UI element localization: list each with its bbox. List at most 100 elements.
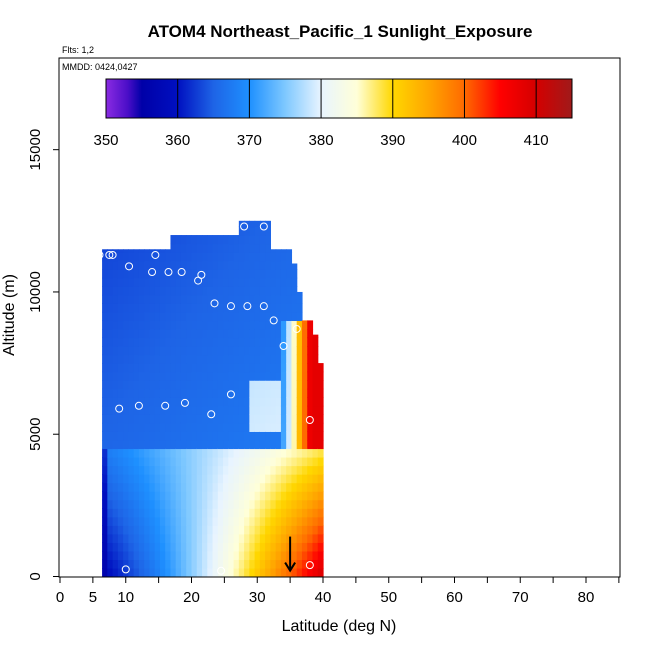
heatmap-cell (133, 320, 140, 330)
heatmap-cell (212, 525, 219, 535)
heatmap-cell (296, 337, 303, 347)
heatmap-cell (233, 303, 240, 313)
heatmap-cell (186, 448, 193, 458)
heatmap-cell (175, 550, 182, 561)
heatmap-cell (212, 235, 219, 245)
heatmap-cell (275, 465, 282, 475)
heatmap-cell (180, 286, 187, 296)
heatmap-cell (312, 567, 319, 577)
heatmap-cell (112, 482, 119, 492)
heatmap-cell (133, 397, 140, 407)
heatmap-cell (149, 491, 156, 501)
heatmap-cell (312, 405, 319, 415)
heatmap-cell (138, 346, 145, 356)
heatmap-cell (144, 414, 151, 424)
heatmap-cell (102, 286, 108, 296)
heatmap-cell (138, 499, 145, 509)
heatmap-cell (265, 431, 271, 441)
heatmap-cell (154, 397, 161, 407)
heatmap-cell (170, 542, 177, 552)
heatmap-cell (207, 303, 214, 313)
heatmap-cell (270, 294, 277, 304)
heatmap-cell (112, 474, 119, 484)
heatmap-cell (244, 320, 250, 330)
heatmap-cell (165, 456, 172, 467)
heatmap-cell (149, 303, 156, 313)
heatmap-cell (144, 380, 151, 390)
heatmap-cell (202, 422, 208, 432)
heatmap-cell (202, 508, 208, 518)
heatmap-cell (165, 363, 172, 373)
heatmap-cell (270, 542, 277, 552)
heatmap-cell (123, 337, 129, 347)
heatmap-cell (228, 380, 235, 390)
heatmap-cell (212, 422, 219, 432)
heatmap-cell (270, 397, 277, 407)
heatmap-cell (186, 277, 193, 287)
heatmap-cell (265, 320, 271, 330)
heatmap-cell (238, 226, 245, 236)
heatmap-cell (249, 397, 256, 407)
heatmap-cell (186, 508, 193, 518)
heatmap-cell (117, 294, 124, 304)
heatmap-cell (270, 525, 277, 535)
heatmap-cell (191, 380, 198, 390)
heatmap-cell (244, 371, 250, 381)
heatmap-cell (102, 448, 108, 458)
heatmap-cell (144, 499, 151, 509)
heatmap-cell (286, 439, 293, 450)
heatmap-cell (296, 533, 303, 543)
heatmap-cell (259, 363, 266, 373)
heatmap-cell (186, 491, 193, 501)
heatmap-cell (186, 499, 193, 509)
heatmap-cell (233, 397, 240, 407)
heatmap-cell (244, 448, 250, 458)
heatmap-cell (186, 567, 193, 577)
heatmap-cell (191, 354, 198, 364)
heatmap-cell (154, 260, 161, 270)
heatmap-cell (133, 311, 140, 322)
heatmap-cell (238, 269, 245, 279)
heatmap-cell (180, 405, 187, 415)
heatmap-cell (317, 388, 324, 398)
heatmap-cell (275, 567, 282, 577)
heatmap-cell (291, 474, 298, 484)
heatmap-cell (123, 311, 129, 322)
heatmap-cell (291, 346, 298, 356)
heatmap-cell (238, 380, 245, 390)
heatmap-cell (207, 525, 214, 535)
heatmap-cell (249, 491, 256, 501)
heatmap-cell (259, 550, 266, 561)
heatmap-cell (270, 499, 277, 509)
heatmap-cell (112, 294, 119, 304)
heatmap-cell (275, 371, 282, 381)
heatmap-cell (259, 405, 266, 415)
heatmap-cell (123, 277, 129, 287)
heatmap-cell (175, 559, 182, 569)
heatmap-cell (165, 249, 172, 253)
heatmap-cell (196, 439, 203, 450)
heatmap-cell (138, 337, 145, 347)
heatmap-cell (191, 294, 198, 304)
heatmap-cell (144, 371, 151, 381)
heatmap-cell (128, 414, 135, 424)
heatmap-cell (238, 277, 245, 287)
heatmap-cell (249, 371, 256, 381)
heatmap-cell (296, 346, 303, 356)
heatmap-cell (244, 491, 250, 501)
heatmap-cell (291, 525, 298, 535)
heatmap-cell (296, 542, 303, 552)
heatmap-cell (212, 508, 219, 518)
heatmap-cell (217, 311, 224, 322)
heatmap-cell (123, 516, 129, 526)
heatmap-cell (202, 542, 208, 552)
heatmap-cell (275, 337, 282, 347)
heatmap-cell (207, 465, 214, 475)
heatmap-cell (275, 525, 282, 535)
heatmap-cell (228, 363, 235, 373)
heatmap-cell (149, 516, 156, 526)
heatmap-cell (154, 286, 161, 296)
heatmap-cell (265, 533, 271, 543)
sample-point (115, 404, 124, 413)
heatmap-cell (117, 337, 124, 347)
